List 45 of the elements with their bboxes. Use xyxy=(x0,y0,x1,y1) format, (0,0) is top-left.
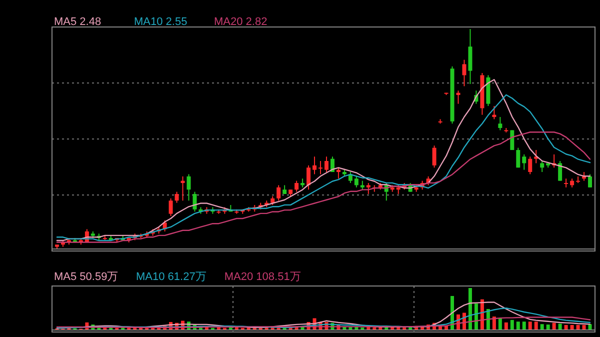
bar xyxy=(504,322,508,330)
candlestick xyxy=(516,147,520,168)
candlestick xyxy=(174,191,179,204)
candlestick xyxy=(498,116,502,131)
candlestick xyxy=(294,180,299,192)
candlestick xyxy=(522,154,526,170)
bar xyxy=(546,324,550,330)
candlestick xyxy=(534,150,538,164)
candlestick xyxy=(318,160,323,175)
candlestick xyxy=(432,145,436,168)
bar xyxy=(510,320,514,330)
candlestick xyxy=(528,156,532,175)
text: MA20 108.51万 xyxy=(224,271,301,283)
bar xyxy=(498,318,502,330)
text: MA10 2.55 xyxy=(134,16,188,28)
text: MA20 2.82 xyxy=(214,16,268,28)
candlestick xyxy=(180,176,185,202)
bar xyxy=(558,324,562,330)
candlestick xyxy=(168,198,173,216)
candlestick xyxy=(456,90,460,104)
bar xyxy=(522,322,526,330)
candlestick xyxy=(306,164,311,190)
bar xyxy=(540,324,544,330)
candlestick xyxy=(276,184,281,202)
candlestick xyxy=(558,160,562,182)
bar xyxy=(468,288,472,330)
bar xyxy=(552,322,556,330)
candlestick xyxy=(540,160,544,172)
candlestick xyxy=(354,176,358,188)
candlestick xyxy=(366,182,370,194)
candlestick xyxy=(192,191,197,212)
text: MA5 50.59万 xyxy=(54,271,118,283)
candlestick xyxy=(462,59,466,87)
bar xyxy=(534,322,538,330)
bar xyxy=(516,322,520,330)
candlestick xyxy=(336,167,340,180)
text: MA5 2.48 xyxy=(54,16,102,28)
candlestick xyxy=(312,156,317,175)
candlestick xyxy=(492,106,496,120)
candlestick xyxy=(324,156,328,172)
candlestick xyxy=(564,178,568,188)
bar xyxy=(528,322,532,330)
candlestick xyxy=(186,174,191,202)
text: MA10 61.27万 xyxy=(136,271,206,283)
candlestick xyxy=(588,174,592,188)
